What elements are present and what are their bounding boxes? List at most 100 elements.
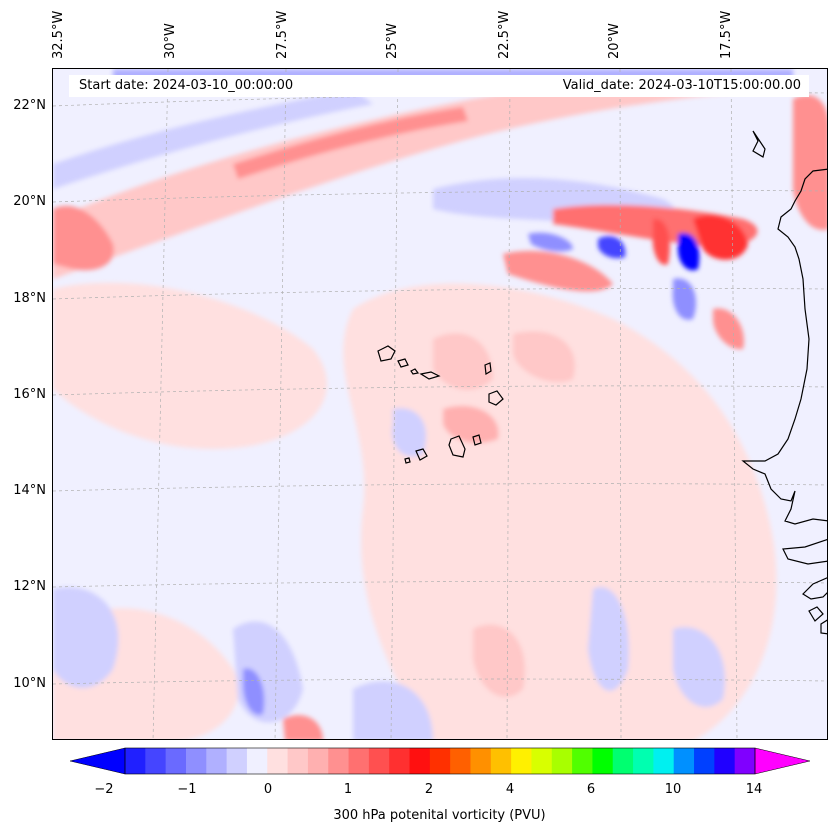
island-sal (484, 362, 492, 375)
lat-label-16n: 16°N (13, 387, 46, 402)
colorbar-cell (511, 748, 532, 774)
colorbar-label: 300 hPa potenital vorticity (PVU) (333, 808, 546, 823)
field-neg-e (673, 627, 725, 708)
start-date-text: Start date: 2024-03-10_00:00:00 (79, 78, 294, 93)
field-pos-west (53, 282, 327, 449)
colorbar-tick-6: 6 (586, 782, 596, 797)
colorbar-cell (165, 748, 187, 774)
colorbar-cell (125, 748, 146, 774)
field-mid-pink-1 (433, 333, 493, 390)
island-boa-vista (488, 390, 504, 406)
lat-label-22n: 22°N (13, 98, 46, 113)
colorbar-cell (633, 748, 654, 774)
colorbar-cell (185, 748, 207, 774)
lon-label-32-5w: 32.5°W (51, 10, 66, 59)
island-maio (472, 434, 482, 446)
field-pos-broad (343, 283, 777, 739)
colorbar-cell (409, 748, 431, 774)
lat-label-10n: 10°N (13, 676, 46, 691)
cape-verde-islands (377, 345, 504, 464)
coastlines (741, 130, 827, 635)
colorbar-cell (328, 748, 350, 774)
lon-label-22-5w: 22.5°W (497, 10, 512, 59)
colorbar-tick-1: 1 (343, 782, 353, 797)
lat-label-18n: 18°N (13, 291, 46, 306)
colorbar-extend-min (70, 747, 126, 775)
field-front-sw (503, 250, 613, 292)
colorbar-cell (551, 748, 573, 774)
field-coast-red (793, 95, 827, 230)
colorbar-cell (470, 748, 492, 774)
colorbar-tick-neg1: −1 (177, 782, 197, 797)
colorbar-cell (348, 748, 370, 774)
colorbar-cell (145, 748, 167, 774)
colorbar-tick-2: 2 (424, 782, 434, 797)
gridline-lon-17-5w (730, 69, 738, 739)
island-sao-vicente (397, 358, 409, 368)
colorbar-tick-10: 10 (664, 782, 682, 797)
field-blobs (53, 69, 827, 739)
field-neg-sw-2 (243, 668, 265, 715)
field-neg-north (53, 89, 373, 189)
map-panel: Start date: 2024-03-10_00:00:00 Valid_da… (52, 68, 828, 740)
colorbar-cell (653, 748, 675, 774)
colorbar-cell (592, 748, 614, 774)
colorbar-cell (694, 748, 715, 774)
island-sao-nicolau (419, 371, 441, 380)
field-red-col-2 (713, 308, 744, 350)
field-mid-pink-3 (443, 405, 499, 444)
colorbar-cell (267, 748, 289, 774)
gridline-lon-25w (390, 69, 399, 739)
colorbar-extend-max (754, 747, 810, 775)
coastline-africa-bissau (802, 577, 827, 600)
gridline-lon-20w (619, 69, 622, 739)
colorbar-cell (246, 748, 268, 774)
field-jet-core (233, 107, 468, 179)
colorbar-cell (429, 748, 451, 774)
field-neg-south (53, 587, 119, 688)
colorbar-cell (490, 748, 512, 774)
field-blue-2 (598, 236, 626, 259)
gridline-lon-30w (152, 69, 169, 739)
colorbar-cell (531, 748, 553, 774)
lon-label-30w: 30°W (163, 23, 178, 59)
lon-label-20w: 20°W (607, 23, 622, 59)
colorbar-tick-neg2: −2 (94, 782, 114, 797)
field-blue-3 (678, 233, 700, 271)
colorbar-cell (287, 748, 309, 774)
colorbar-cell (389, 748, 411, 774)
coastline-bijagos (808, 606, 827, 635)
valid-date-text: Valid_date: 2024-03-10T15:00:00.00 (562, 78, 801, 93)
field-neg-islands (392, 408, 427, 457)
gridline-lon-22-5w (506, 69, 511, 739)
coastline-africa-south (782, 539, 827, 565)
coastline-africa (741, 168, 827, 525)
island-santa-luzia (410, 368, 420, 375)
lon-label-17-5w: 17.5°W (719, 10, 734, 59)
island-santiago (448, 435, 466, 458)
lon-label-25w: 25°W (385, 23, 400, 59)
gridline-lon-27-5w (274, 69, 287, 739)
field-front-east (693, 215, 748, 260)
colorbar-cell (612, 748, 634, 774)
field-blue-1 (528, 232, 573, 252)
colorbar-cell (714, 748, 736, 774)
island-brava (404, 457, 411, 464)
field-mid-pink-2 (513, 331, 575, 383)
lat-label-20n: 20°N (13, 194, 46, 209)
gridline-lat-18n (53, 288, 827, 300)
lon-label-27-5w: 27.5°W (275, 10, 290, 59)
date-info-box: Start date: 2024-03-10_00:00:00 Valid_da… (69, 75, 809, 97)
colorbar-tick-14: 14 (745, 782, 763, 797)
colorbar-cell (734, 748, 756, 774)
colorbar-cell (572, 748, 593, 774)
coastline-north-peninsula (752, 130, 766, 158)
lat-label-14n: 14°N (13, 483, 46, 498)
colorbar (70, 747, 810, 775)
pv-field (53, 69, 827, 739)
field-neg-bottom (353, 681, 433, 739)
colorbar-tick-4: 4 (505, 782, 515, 797)
field-pos-bottom (283, 715, 323, 739)
colorbar-cell (206, 748, 228, 774)
